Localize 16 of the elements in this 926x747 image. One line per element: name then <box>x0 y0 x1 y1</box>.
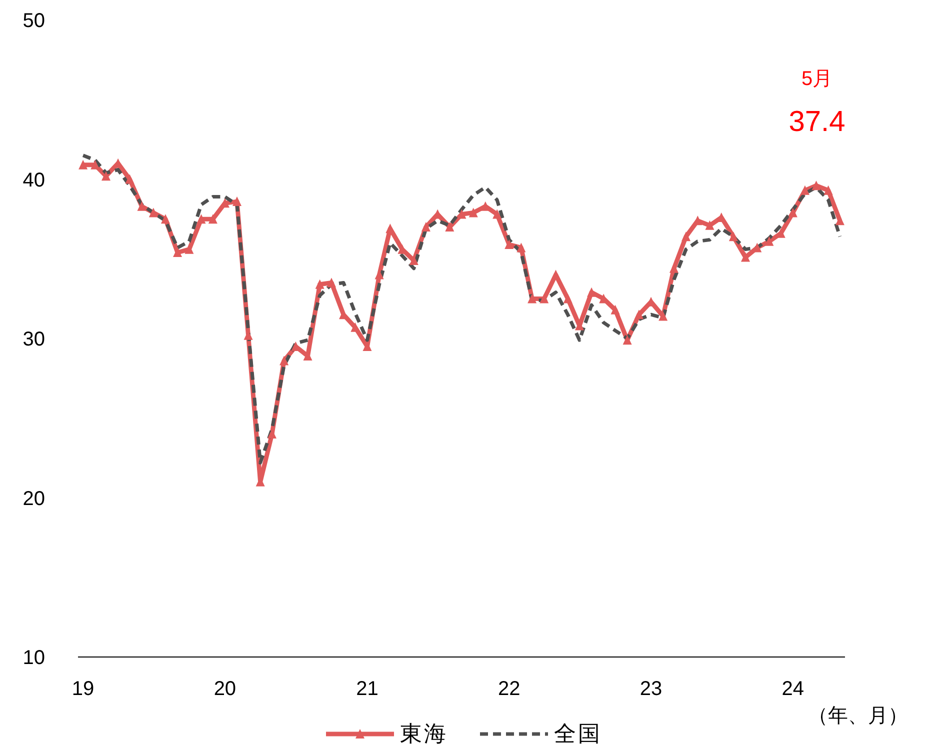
y-tick-label: 10 <box>22 647 45 670</box>
x-tick-label: 20 <box>214 678 236 700</box>
y-tick-label: 50 <box>22 10 45 32</box>
x-tick-label: 23 <box>640 678 662 700</box>
x-axis-title: （年、月） <box>808 704 908 728</box>
x-tick-label: 22 <box>498 678 520 700</box>
y-tick-label: 30 <box>22 328 45 351</box>
y-tick-label: 20 <box>22 488 45 510</box>
legend-label: 東海 <box>400 721 448 746</box>
legend-label: 全国 <box>554 721 602 746</box>
x-tick-label: 21 <box>356 678 378 700</box>
y-tick-label: 40 <box>22 169 45 192</box>
x-tick-label: 19 <box>72 678 94 700</box>
annotation: 5月 <box>800 68 834 91</box>
annotation: 37.4 <box>788 106 846 140</box>
x-tick-label: 24 <box>782 678 804 700</box>
